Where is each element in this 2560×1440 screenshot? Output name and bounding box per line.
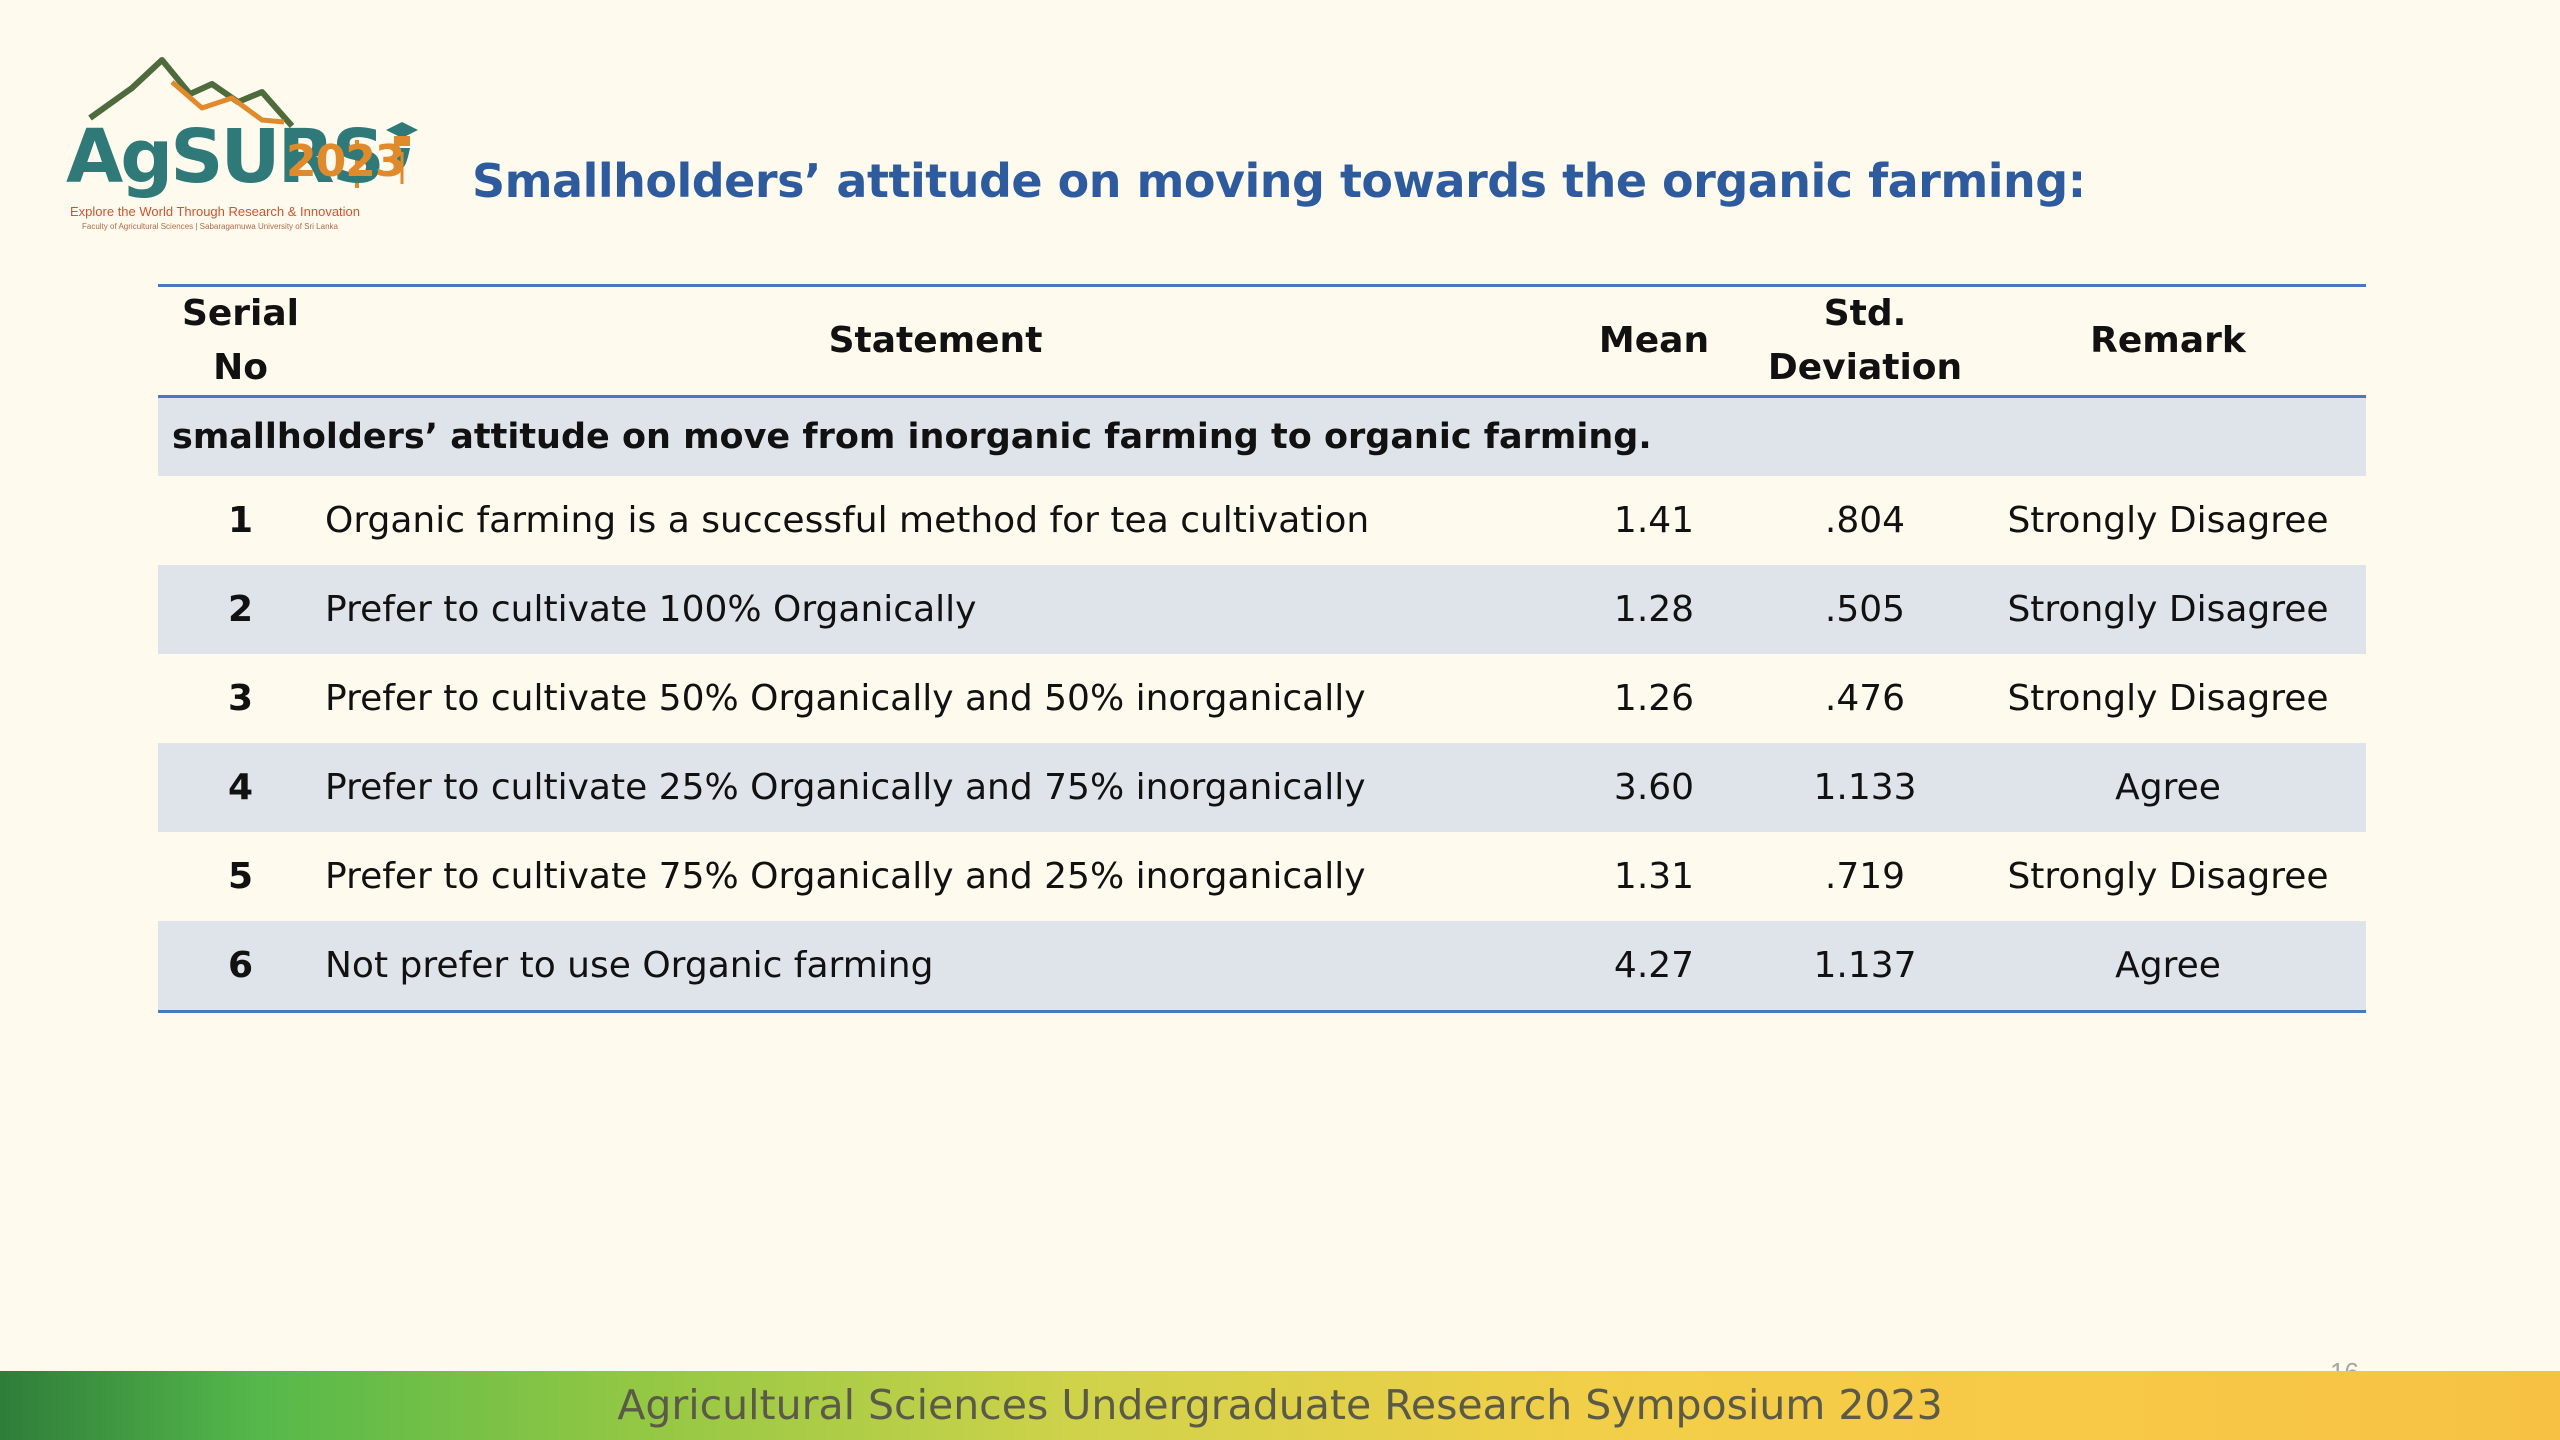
cell-serial: 5	[227, 856, 254, 897]
cell-mean: 1.41	[1613, 500, 1695, 541]
cell-remark: Strongly Disagree	[2007, 500, 2329, 541]
results-table: Serial No Statement Mean Std. Deviation …	[158, 284, 2366, 1013]
cell-remark: Strongly Disagree	[1970, 565, 2366, 654]
table-header-row: Serial No Statement Mean Std. Deviation …	[158, 285, 2366, 397]
cell-std: .719	[1824, 856, 1906, 897]
cell-statement: Prefer to cultivate 75% Organically and …	[325, 856, 1366, 897]
cell-statement: Prefer to cultivate 50% Organically and …	[325, 678, 1366, 719]
cell-remark: Agree	[1970, 921, 2366, 1012]
cell-std: 1.133	[1760, 743, 1970, 832]
footer-band: Agricultural Sciences Undergraduate Rese…	[0, 1371, 2560, 1440]
table-row: 5 Prefer to cultivate 75% Organically an…	[158, 832, 2366, 921]
logo-year: 2023	[286, 136, 405, 187]
table-row: 1 Organic farming is a successful method…	[158, 476, 2366, 565]
logo-tagline: Explore the World Through Research & Inn…	[70, 204, 361, 219]
header-remark: Remark	[2090, 320, 2246, 361]
header-serial-line2: No	[213, 347, 268, 388]
cell-statement: Prefer to cultivate 25% Organically and …	[323, 743, 1548, 832]
cell-serial: 3	[227, 678, 254, 719]
header-statement: Statement	[828, 320, 1043, 361]
cell-mean: 3.60	[1548, 743, 1760, 832]
cell-remark: Agree	[1970, 743, 2366, 832]
cell-mean: 1.26	[1613, 678, 1695, 719]
header-std-line1: Std.	[1823, 293, 1907, 334]
cell-remark: Strongly Disagree	[2007, 678, 2329, 719]
table-row: 6 Not prefer to use Organic farming 4.27…	[158, 921, 2366, 1012]
cell-serial: 2	[158, 565, 323, 654]
cell-mean: 1.31	[1613, 856, 1695, 897]
cell-statement: Organic farming is a successful method f…	[325, 500, 1370, 541]
mountain-logo-icon	[88, 57, 418, 188]
slide-title: Smallholders’ attitude on moving towards…	[472, 154, 2086, 208]
cell-serial: 1	[227, 500, 254, 541]
logo-subtitle: Faculty of Agricultural Sciences | Sabar…	[82, 222, 338, 231]
header-serial: Serial No	[158, 286, 323, 397]
table-group-row: smallholders’ attitude on move from inor…	[158, 396, 2366, 476]
cell-mean: 1.28	[1548, 565, 1760, 654]
group-label: smallholders’ attitude on move from inor…	[158, 396, 2366, 476]
header-mean: Mean	[1598, 320, 1710, 361]
header-serial-line1: Serial	[181, 293, 300, 334]
cell-std: 1.137	[1760, 921, 1970, 1012]
agsurs-logo: AgSURS 2023 Explore the World Through Re…	[62, 48, 432, 238]
table-row: 3 Prefer to cultivate 50% Organically an…	[158, 654, 2366, 743]
table-row: 2 Prefer to cultivate 100% Organically 1…	[158, 565, 2366, 654]
cell-remark: Strongly Disagree	[2007, 856, 2329, 897]
header-std-line2: Deviation	[1767, 347, 1963, 388]
cell-std: .804	[1824, 500, 1906, 541]
cell-statement: Prefer to cultivate 100% Organically	[323, 565, 1548, 654]
cell-std: .505	[1760, 565, 1970, 654]
cell-statement: Not prefer to use Organic farming	[323, 921, 1548, 1012]
cell-serial: 6	[158, 921, 323, 1012]
header-std: Std. Deviation	[1760, 286, 1970, 397]
table-row: 4 Prefer to cultivate 25% Organically an…	[158, 743, 2366, 832]
logo-wordmark: AgSURS	[66, 114, 385, 200]
footer-text: Agricultural Sciences Undergraduate Rese…	[617, 1381, 1943, 1429]
cell-serial: 4	[158, 743, 323, 832]
cell-mean: 4.27	[1548, 921, 1760, 1012]
cell-std: .476	[1824, 678, 1906, 719]
